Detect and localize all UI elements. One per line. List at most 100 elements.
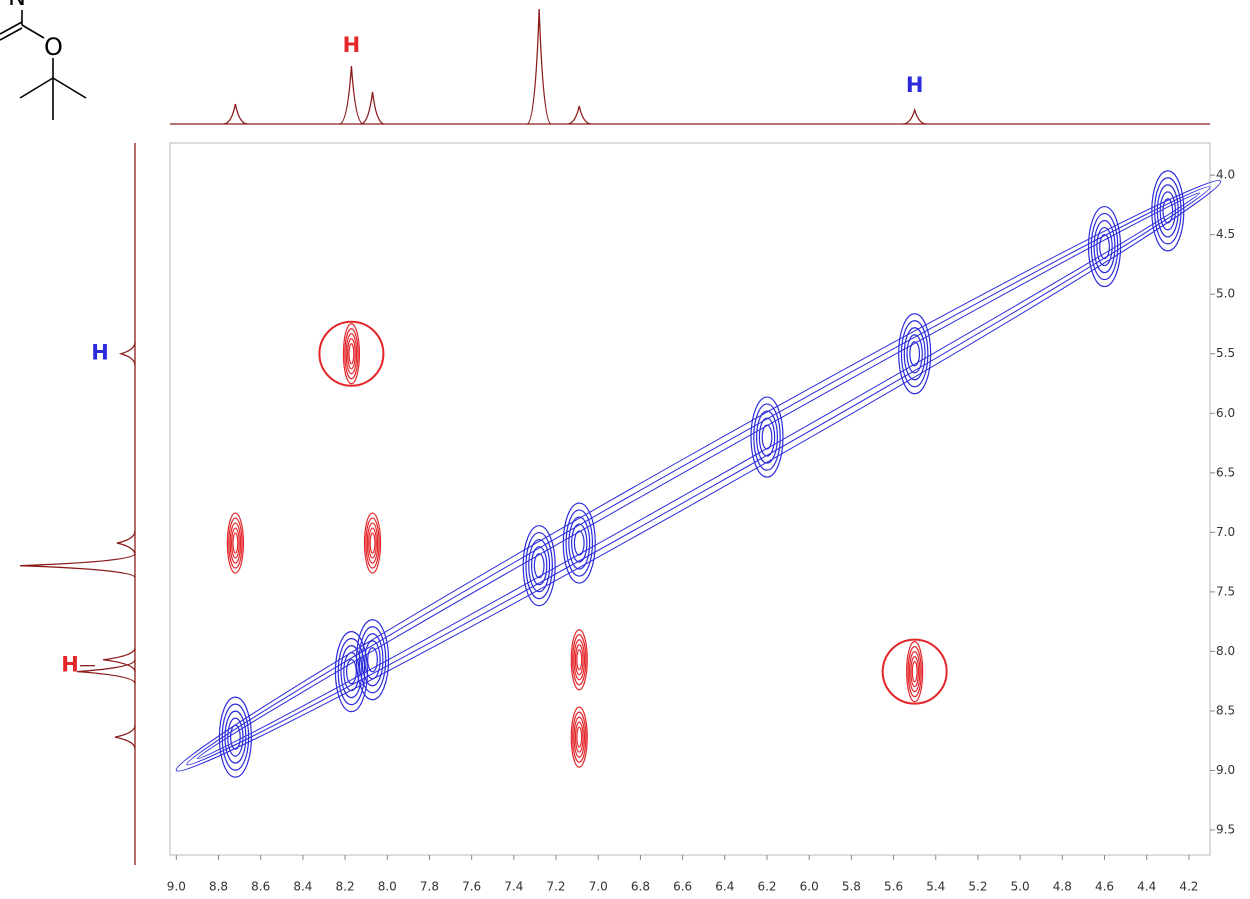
contour-level (221, 703, 250, 771)
y-tick-label: 8.0 (1216, 644, 1235, 658)
contour-level (900, 320, 929, 388)
y-tick-label: 6.0 (1216, 406, 1235, 420)
contour-level (906, 641, 924, 703)
contour-level (228, 517, 243, 569)
contour-level (1087, 205, 1122, 288)
contour-level (570, 706, 588, 768)
cross-peak (334, 631, 369, 713)
contour-level (344, 328, 359, 380)
x-tick-label: 7.8 (420, 880, 439, 894)
y-tick-label: 5.5 (1216, 346, 1235, 360)
x-tick-label: 6.2 (757, 880, 776, 894)
x-tick-label: 4.6 (1095, 880, 1114, 894)
annotation: H (91, 341, 109, 365)
contour-level (568, 516, 591, 570)
cross-peak (226, 512, 244, 574)
contour-level (908, 651, 921, 693)
contour-level (355, 619, 390, 701)
y-tick-label: 4.5 (1216, 227, 1235, 241)
contour-level (525, 532, 553, 600)
cross-peak (1151, 170, 1185, 252)
x-tick-label: 8.0 (378, 880, 397, 894)
left-projection-peak (118, 341, 136, 366)
diagonal-contour (196, 192, 1200, 760)
contour-level (570, 629, 588, 691)
contour-level (909, 341, 921, 367)
y-tick-label: 7.0 (1216, 525, 1235, 539)
y-tick-label: 8.5 (1216, 703, 1235, 717)
contour-level (755, 410, 778, 464)
x-tick-label: 7.4 (504, 880, 523, 894)
contour-level (530, 546, 548, 586)
contour-level (1154, 177, 1182, 245)
bond (0, 27, 23, 41)
x-tick-label: 8.6 (251, 880, 270, 894)
x-tick-label: 4.2 (1179, 880, 1198, 894)
x-tick-label: 6.0 (800, 880, 819, 894)
x-tick-label: 6.8 (631, 880, 650, 894)
top-projection-peak (339, 65, 364, 125)
contour-level (576, 649, 583, 671)
y-tick-label: 6.5 (1216, 465, 1235, 479)
x-tick-label: 7.6 (462, 880, 481, 894)
top-projection-peak (223, 103, 248, 125)
contour-level (1162, 198, 1174, 224)
contour-level (361, 633, 384, 687)
contour-level (348, 343, 355, 365)
contour-level (358, 626, 387, 694)
contour-level (343, 652, 360, 692)
contour-level (367, 647, 378, 673)
x-tick-label: 5.0 (1011, 880, 1030, 894)
cross-peak (750, 396, 784, 478)
contour-level (1099, 233, 1110, 260)
contour-level (227, 717, 244, 757)
plot-frame (169, 142, 1211, 856)
contour-level (906, 334, 923, 374)
contour-level (758, 417, 776, 457)
cross-peak (906, 641, 924, 703)
contour-level (363, 512, 382, 574)
structure (0, 10, 87, 120)
top-projection-peak (567, 105, 592, 125)
top-projection-peak (526, 8, 552, 125)
bond (0, 21, 23, 35)
x-tick-label: 8.2 (336, 880, 355, 894)
cross-peak (355, 619, 390, 701)
contour-level (369, 532, 376, 554)
x-tick-label: 4.4 (1137, 880, 1156, 894)
cross-peak (522, 525, 556, 607)
contour-level (229, 522, 242, 564)
contour-level (903, 327, 926, 381)
bond (21, 24, 45, 39)
cross-peak (898, 313, 932, 395)
contour-level (230, 527, 240, 559)
left-projection-peak (76, 659, 136, 684)
contour-level (576, 726, 583, 748)
contour-level (574, 644, 584, 676)
contour-level (571, 523, 588, 563)
contour-level (1159, 191, 1177, 231)
contour-level (753, 403, 781, 471)
contour-level (522, 525, 556, 607)
highlight-circle (881, 638, 948, 705)
x-tick-label: 8.4 (293, 880, 312, 894)
y-tick-label: 7.5 (1216, 584, 1235, 598)
contour-level (573, 716, 586, 758)
contour-level (334, 631, 369, 713)
diagonal-band (175, 179, 1222, 772)
contour-level (224, 710, 247, 764)
bond (19, 77, 54, 99)
contour-level (910, 656, 920, 688)
contour-level (337, 638, 366, 706)
atom-label: N (8, 0, 26, 11)
contour-level (911, 661, 918, 683)
left-projection-peak (19, 553, 136, 579)
cross-peak (218, 696, 252, 778)
annotation: H (61, 653, 79, 677)
cross-peak (342, 323, 361, 385)
annotation: H (343, 33, 361, 57)
contour-level (340, 645, 363, 699)
x-tick-label: 4.8 (1053, 880, 1072, 894)
